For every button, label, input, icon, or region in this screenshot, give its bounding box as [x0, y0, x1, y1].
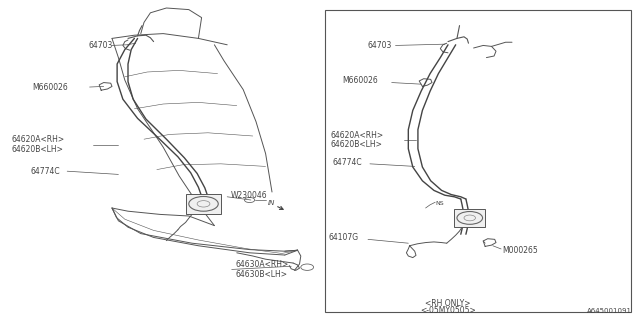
Text: <-05MY0505>: <-05MY0505> — [420, 306, 476, 315]
Text: 64620A<RH>: 64620A<RH> — [330, 131, 383, 140]
Text: A645001091: A645001091 — [588, 308, 632, 314]
Text: NS: NS — [435, 201, 444, 206]
Text: 64774C: 64774C — [31, 167, 60, 176]
Text: 64703: 64703 — [88, 41, 113, 50]
Text: 64620B<LH>: 64620B<LH> — [12, 145, 63, 154]
Text: 64620A<RH>: 64620A<RH> — [12, 135, 65, 144]
Text: M000265: M000265 — [502, 246, 538, 255]
Bar — [454, 209, 485, 227]
Text: M660026: M660026 — [342, 76, 378, 85]
Text: IN: IN — [268, 200, 275, 206]
Text: <RH ONLY>: <RH ONLY> — [425, 299, 471, 308]
Text: 64703: 64703 — [368, 41, 392, 50]
Text: 64107G: 64107G — [329, 233, 359, 242]
Text: 64774C: 64774C — [333, 158, 362, 167]
Text: M660026: M660026 — [32, 84, 68, 92]
Text: W230046: W230046 — [230, 191, 267, 200]
Bar — [186, 194, 221, 214]
Bar — [325, 10, 631, 312]
Text: 64620B<LH>: 64620B<LH> — [330, 140, 382, 149]
Text: 64630B<LH>: 64630B<LH> — [236, 270, 287, 279]
Text: 64630A<RH>: 64630A<RH> — [236, 260, 289, 269]
